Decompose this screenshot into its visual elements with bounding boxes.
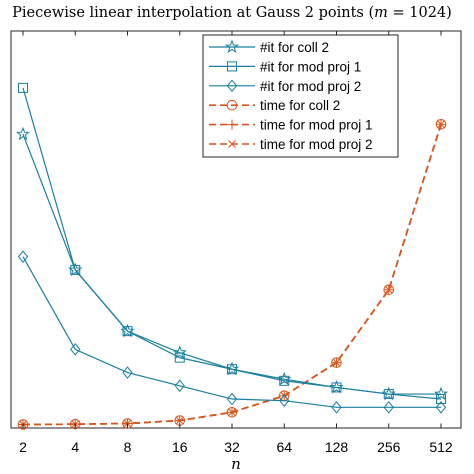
data-point (172, 345, 187, 359)
legend-label: #it for mod proj 2 (260, 79, 361, 94)
x-axis-label: n (231, 455, 241, 473)
data-point (174, 379, 185, 393)
x-tick-label: 8 (124, 439, 132, 455)
data-point (279, 394, 290, 407)
plot-area (15, 82, 449, 430)
series-6 (19, 120, 445, 429)
data-point (70, 264, 81, 275)
data-point (122, 366, 133, 379)
legend-label: time for mod proj 2 (260, 137, 373, 152)
legend-box (202, 34, 399, 158)
legend-item: #it for mod proj 2 (209, 79, 361, 94)
legend-marker (227, 61, 237, 72)
series-4 (17, 118, 447, 430)
data-point (331, 382, 342, 393)
data-point (332, 358, 341, 367)
x-tick-label: 4 (71, 439, 79, 455)
data-point (331, 401, 342, 414)
legend-item: time for mod proj 1 (209, 118, 373, 133)
x-tick-label: 2 (19, 439, 27, 455)
data-point (70, 343, 81, 356)
series-3 (17, 250, 447, 414)
legend-label: time for mod proj 1 (260, 118, 373, 133)
data-point (122, 326, 133, 337)
legend-item: #it for mod proj 1 (209, 59, 361, 74)
legend-marker (224, 39, 240, 54)
legend-label: time for coll 2 (260, 98, 340, 113)
legend-item: time for mod proj 2 (209, 137, 373, 152)
x-axis: 2 4 8 16 32 64 128 256 512 (19, 31, 453, 455)
plot-frame (10, 30, 462, 429)
data-point (436, 394, 446, 405)
data-point (279, 375, 290, 386)
data-point (226, 392, 238, 406)
x-tick-label: 16 (172, 439, 188, 455)
data-point (227, 364, 237, 375)
series-line (22, 124, 442, 426)
x-tick-label: 512 (429, 439, 453, 455)
legend-label: #it for coll 2 (260, 40, 329, 55)
series-line (22, 124, 442, 426)
series-line (22, 87, 442, 400)
series-1 (15, 126, 449, 401)
x-tick-label: 64 (276, 439, 292, 455)
data-point (437, 120, 445, 129)
data-point (435, 401, 447, 414)
x-tick-label: 32 (224, 439, 240, 455)
legend: #it for coll 2 #it for mod proj 1 #it for … (202, 34, 399, 158)
data-point (433, 386, 449, 401)
legend-marker (226, 79, 238, 93)
data-point (175, 416, 184, 425)
series-5 (18, 119, 446, 430)
legend-marker (227, 119, 237, 130)
x-tick-label: 128 (325, 439, 349, 455)
legend-marker (226, 99, 238, 111)
series-2 (18, 82, 446, 405)
data-point (174, 352, 185, 363)
data-point (383, 401, 394, 414)
x-tick-label: 256 (377, 439, 401, 455)
data-point (18, 82, 28, 93)
legend-item: #it for coll 2 (209, 39, 329, 55)
data-point (17, 250, 29, 263)
data-point (384, 285, 393, 294)
series-line (22, 134, 441, 395)
data-point (383, 389, 394, 400)
data-point (15, 126, 31, 141)
legend-marker (228, 140, 236, 148)
series-line (22, 124, 442, 426)
data-point (228, 408, 236, 417)
legend-item: time for coll 2 (209, 98, 340, 113)
series-line (22, 256, 441, 408)
chart-title: Piecewise linear interpolation at Gauss … (12, 5, 452, 21)
legend-label: #it for mod proj 1 (260, 59, 361, 74)
